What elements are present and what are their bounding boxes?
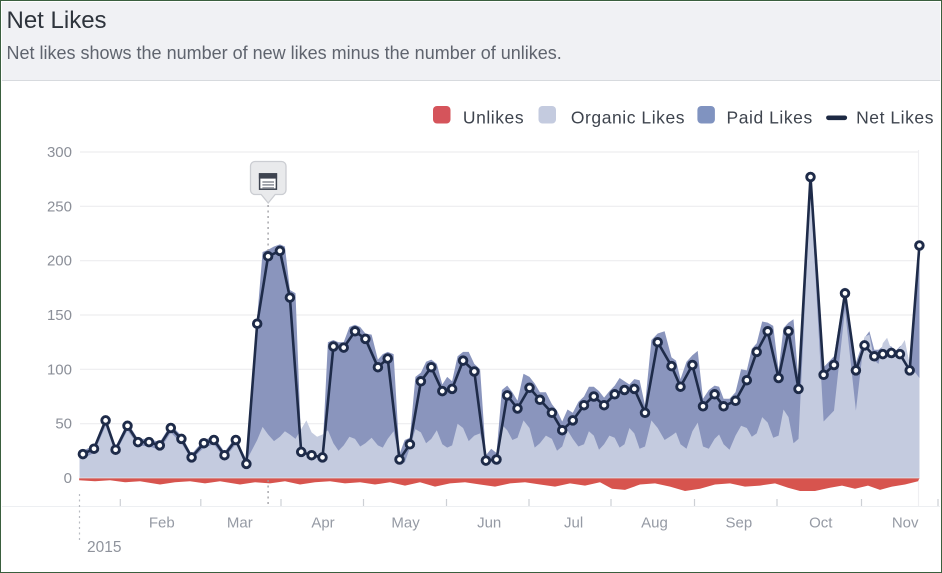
svg-text:50: 50 <box>55 416 72 433</box>
svg-text:May: May <box>391 515 420 532</box>
svg-text:Jul: Jul <box>564 515 583 532</box>
svg-text:0: 0 <box>64 470 72 487</box>
svg-text:Apr: Apr <box>311 515 334 532</box>
svg-text:Organic Likes: Organic Likes <box>571 108 685 128</box>
svg-text:150: 150 <box>47 307 72 324</box>
svg-text:2015: 2015 <box>87 539 121 556</box>
svg-text:Mar: Mar <box>227 515 253 532</box>
svg-text:Oct: Oct <box>809 515 833 532</box>
svg-text:Net Likes: Net Likes <box>856 108 934 128</box>
svg-text:Sep: Sep <box>726 515 753 532</box>
svg-text:Jun: Jun <box>477 515 501 532</box>
svg-text:Feb: Feb <box>149 515 175 532</box>
svg-text:Unlikes: Unlikes <box>463 108 524 128</box>
svg-text:Aug: Aug <box>641 515 668 532</box>
svg-text:Nov: Nov <box>892 515 919 532</box>
svg-text:200: 200 <box>47 253 72 270</box>
svg-text:100: 100 <box>47 361 72 378</box>
svg-text:300: 300 <box>47 144 72 161</box>
svg-text:250: 250 <box>47 198 72 215</box>
svg-text:Paid Likes: Paid Likes <box>727 108 813 128</box>
